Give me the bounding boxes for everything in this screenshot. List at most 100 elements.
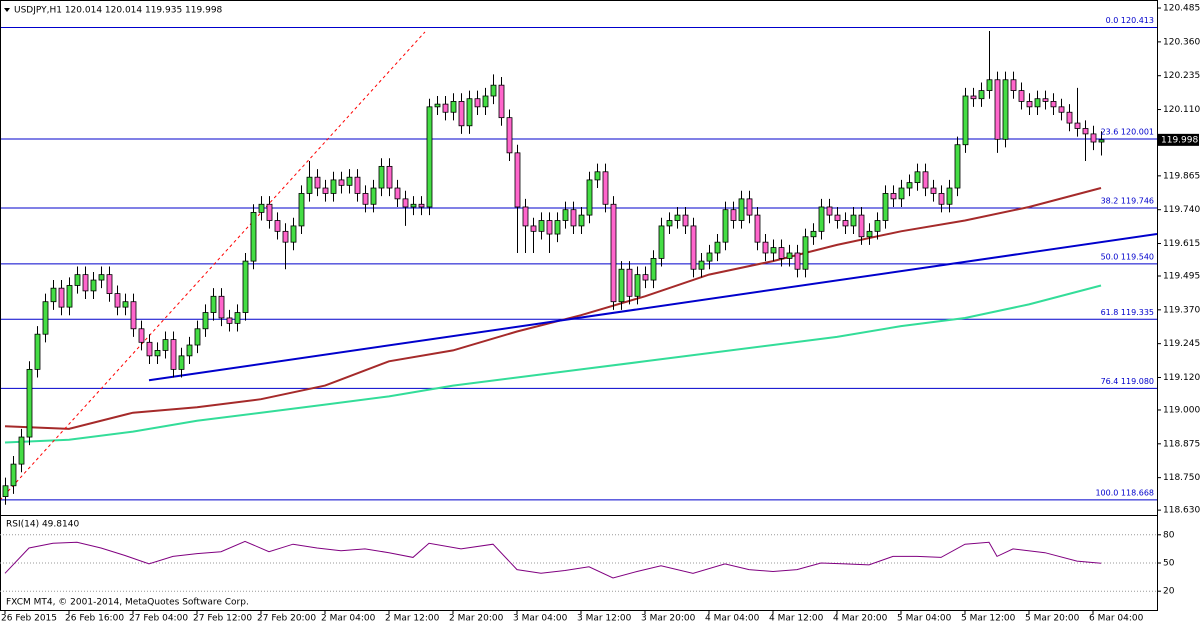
candle-body: [578, 214, 585, 227]
candle-body: [442, 103, 449, 113]
candle-body: [930, 187, 937, 194]
candle-body: [954, 144, 961, 189]
candle-body: [690, 225, 697, 270]
candle-body: [378, 165, 385, 189]
x-tick-label: 5 Mar 12:00: [961, 614, 1016, 624]
x-tick-label: 5 Mar 04:00: [897, 614, 952, 624]
x-tick-label: 4 Mar 20:00: [833, 614, 888, 624]
candle-body: [82, 274, 89, 292]
candle-body: [498, 84, 505, 119]
candle-body: [738, 198, 745, 221]
y-tick-label: 120.360: [1163, 37, 1200, 47]
candle-body: [1050, 101, 1057, 108]
candle-body: [106, 274, 113, 294]
candle-body: [858, 214, 865, 238]
candle-body: [194, 328, 201, 346]
candle-body: [66, 285, 73, 308]
candle-body: [642, 274, 649, 281]
candle-body: [1002, 79, 1009, 140]
candle-body: [386, 165, 393, 189]
fib-level-label: 100.0 118.668: [1095, 488, 1154, 497]
candle-body: [730, 209, 737, 221]
rsi-tick-label: 80: [1163, 530, 1175, 540]
candle-body: [1074, 122, 1081, 129]
candle-body: [618, 268, 625, 303]
x-tick-label: 26 Feb 2015: [1, 614, 57, 624]
x-tick-label: 27 Feb 12:00: [193, 614, 252, 624]
candle-body: [2, 485, 9, 497]
candle-body: [826, 206, 833, 216]
candle-body: [650, 258, 657, 281]
candle-body: [306, 176, 313, 194]
fib-level-label: 23.6 120.001: [1101, 128, 1154, 137]
y-tick-label: 119.370: [1163, 305, 1200, 315]
candle-body: [834, 214, 841, 221]
candle-body: [866, 230, 873, 238]
candle-body: [1042, 98, 1049, 102]
candle-body: [322, 187, 329, 194]
collapse-marker: [4, 8, 10, 12]
x-tick-label: 3 Mar 20:00: [641, 614, 696, 624]
trend-line: [148, 233, 1158, 382]
candle-body: [890, 193, 897, 200]
footer: FXCM MT4, © 2001-2014, MetaQuotes Softwa…: [6, 598, 249, 608]
candle-body: [178, 355, 185, 370]
candle-body: [986, 79, 993, 91]
candle-body: [914, 171, 921, 184]
candle-body: [682, 214, 689, 227]
candle-body: [1010, 79, 1017, 91]
candle-body: [762, 241, 769, 254]
rsi-title: RSI(14) 49.8140: [6, 520, 79, 530]
candle-body: [370, 187, 377, 205]
last-price-box: [1158, 133, 1199, 146]
candle-body: [58, 287, 65, 308]
y-tick-label: 119.245: [1163, 339, 1200, 349]
candle-body: [570, 209, 577, 227]
x-tick-label: 3 Mar 12:00: [577, 614, 632, 624]
candle-body: [274, 220, 281, 232]
y-tick-label: 119.120: [1163, 373, 1200, 383]
candle-body: [34, 333, 41, 370]
y-tick-label: 120.235: [1163, 71, 1200, 81]
x-tick-label: 6 Mar 04:00: [1089, 614, 1144, 624]
fib-level-label: 61.8 119.335: [1101, 308, 1154, 317]
x-tick-label: 4 Mar 12:00: [769, 614, 824, 624]
candle-body: [514, 152, 521, 208]
candle-body: [74, 274, 81, 286]
candle-body: [1058, 106, 1065, 113]
candle-body: [266, 203, 273, 221]
candle-body: [250, 211, 257, 262]
candle-body: [10, 463, 17, 487]
candle-body: [482, 95, 489, 108]
candle-body: [522, 206, 529, 227]
candle-body: [162, 339, 169, 351]
candle-body: [818, 206, 825, 232]
candle-body: [418, 203, 425, 208]
candle-body: [1026, 101, 1033, 108]
candle-body: [186, 344, 193, 357]
x-tick-label: 2 Mar 20:00: [449, 614, 504, 624]
fib-level-label: 38.2 119.746: [1101, 197, 1154, 206]
candle-body: [26, 368, 33, 438]
candle-body: [466, 98, 473, 127]
candle-body: [138, 328, 145, 343]
x-tick-label: 27 Feb 20:00: [257, 614, 316, 624]
candle-body: [554, 220, 561, 235]
candle-body: [202, 312, 209, 330]
candle-body: [298, 193, 305, 227]
y-tick-label: 119.740: [1163, 205, 1200, 215]
candle-body: [314, 176, 321, 189]
y-tick-label: 118.630: [1163, 506, 1200, 516]
candle-body: [1018, 90, 1025, 102]
candle-body: [490, 84, 497, 97]
candle-body: [906, 182, 913, 189]
candle-body: [362, 193, 369, 205]
fib-level-label: 76.4 119.080: [1101, 377, 1154, 386]
y-tick-label: 118.750: [1163, 473, 1200, 483]
candle-body: [114, 293, 121, 308]
y-tick-label: 119.495: [1163, 271, 1200, 281]
candle-body: [842, 220, 849, 227]
candle-body: [666, 220, 673, 227]
rsi-line: [4, 540, 1102, 579]
candle-body: [634, 274, 641, 297]
